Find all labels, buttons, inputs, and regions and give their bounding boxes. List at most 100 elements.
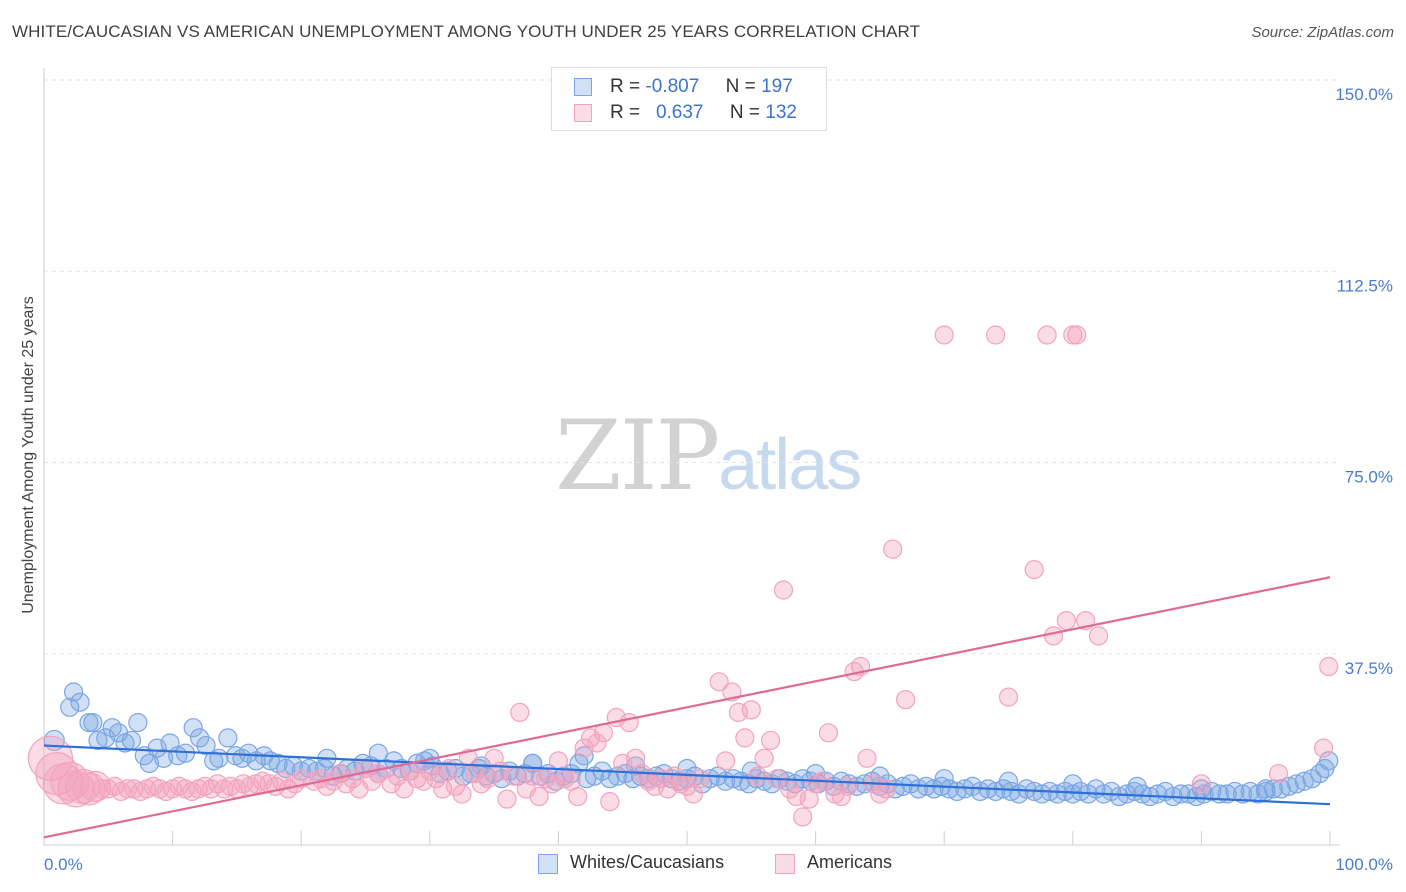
americans-point-113	[793, 807, 813, 827]
americans-point-76	[542, 774, 562, 794]
americans-point-95	[664, 766, 684, 786]
whites-point-33	[276, 758, 296, 779]
whites-point-15	[147, 738, 167, 758]
whites-point-125	[986, 781, 1006, 802]
whites-point-178	[741, 761, 761, 781]
whites-point-184	[1127, 776, 1147, 796]
americans-point-143	[1191, 774, 1212, 794]
bottom-legend-swatch-americans	[775, 854, 795, 874]
americans-point-129	[934, 325, 954, 345]
whites-point-23	[204, 751, 224, 771]
legend-swatch-whites	[574, 78, 592, 96]
whites-point-6	[88, 730, 108, 751]
americans-point-75	[535, 769, 556, 789]
whites-point-163	[1279, 776, 1299, 796]
x-tick-label-1: 100.0%	[1335, 855, 1393, 874]
legend-r-label: R =	[610, 102, 641, 123]
ticks: 37.5% 75.0% 112.5% 150.0% 0.0% 100.0%	[44, 85, 1393, 874]
americans-point-62	[452, 784, 472, 804]
legend-n-label: N =	[725, 76, 756, 97]
y-tick-label-2: 112.5%	[1337, 276, 1393, 295]
legend-r-value: 0.637	[655, 102, 704, 123]
whites-point-161	[1263, 779, 1284, 799]
legend-swatch-americans	[574, 104, 592, 122]
whites-point-3	[70, 692, 90, 712]
americans-point-110	[773, 580, 794, 600]
americans-point-101	[715, 751, 736, 771]
whites-point-8	[102, 718, 122, 738]
bottom-legend-label-whites: Whites/Caucasians	[570, 852, 725, 872]
whites-point-12	[128, 712, 148, 733]
whites-point-179	[805, 763, 826, 784]
americans-point-107	[754, 748, 774, 768]
whites-point-171	[368, 743, 388, 763]
whites-point-164	[1286, 774, 1307, 794]
americans-point-65	[471, 774, 491, 794]
americans-point-74	[529, 786, 549, 807]
whites-point-88	[700, 769, 720, 789]
americans-point-140	[1319, 656, 1339, 677]
americans-point-105	[741, 700, 761, 720]
americans-point-81	[574, 738, 594, 758]
series-americans-points	[27, 325, 1339, 827]
whites-point-119	[939, 779, 959, 799]
americans-point-58	[426, 769, 446, 789]
whites-trend-line	[43, 744, 1331, 806]
whites-point-169	[1319, 751, 1339, 771]
americans-trend-line	[43, 576, 1331, 839]
whites-point-28	[238, 743, 259, 763]
whites-point-175	[574, 746, 594, 766]
whites-point-165	[1294, 771, 1314, 791]
watermark: ZIPatlas	[555, 400, 862, 512]
whites-point-157	[1232, 784, 1253, 804]
americans-point-106	[748, 766, 768, 786]
bottom-legend-label-americans: Americans	[807, 852, 893, 872]
whites-point-14	[139, 753, 160, 774]
whites-point-181	[934, 769, 954, 789]
bottom-legend-swatch-whites	[538, 854, 558, 874]
whites-point-117	[924, 779, 944, 799]
legend-n-value: 197	[761, 76, 793, 97]
americans-point-117	[818, 723, 839, 743]
americans-point-53	[394, 779, 414, 799]
whites-point-162	[1271, 779, 1291, 799]
americans-point-100	[709, 672, 729, 692]
whites-point-91	[723, 769, 743, 789]
whites-point-25	[218, 728, 238, 748]
whites-point-5	[83, 712, 103, 733]
grid-lines	[44, 79, 1340, 655]
americans-point-108	[760, 730, 781, 751]
correlation-legend: R = -0.807 N = 197 R = 0.637 N = 132	[551, 67, 827, 131]
y-tick-label-0: 37.5%	[1345, 659, 1393, 678]
americans-point-99	[690, 769, 710, 789]
americans-point-141	[1313, 738, 1334, 758]
whites-point-141	[1109, 786, 1129, 807]
legend-r-label: R =	[610, 76, 641, 97]
y-tick-label-3: 150.0%	[1335, 85, 1393, 104]
americans-point-61	[445, 776, 466, 796]
legend-n-label: N =	[729, 102, 761, 123]
americans-point-69	[497, 789, 517, 809]
americans-point-127	[883, 539, 903, 559]
trend-lines	[43, 576, 1331, 839]
watermark-atlas: atlas	[718, 425, 862, 505]
whites-point-11	[121, 730, 142, 751]
americans-point-128	[896, 690, 916, 710]
whites-point-75	[600, 769, 620, 789]
americans-point-88	[619, 712, 639, 733]
whites-point-20	[183, 718, 203, 738]
americans-point-71	[510, 702, 530, 723]
whites-point-52	[422, 756, 442, 776]
legend-r-value: -0.807	[645, 76, 700, 97]
americans-point-137	[1056, 610, 1076, 631]
americans-point-82	[580, 728, 601, 748]
whites-point-133	[1047, 784, 1067, 804]
watermark-zip: ZIP	[555, 400, 720, 512]
americans-point-60	[439, 758, 459, 779]
whites-point-186	[1256, 779, 1276, 799]
whites-point-64	[515, 763, 535, 784]
chart-title: WHITE/CAUCASIAN VS AMERICAN UNEMPLOYMENT…	[12, 22, 921, 41]
whites-point-2	[63, 682, 84, 702]
whites-point-113	[893, 776, 913, 796]
americans-point-119	[831, 786, 851, 807]
